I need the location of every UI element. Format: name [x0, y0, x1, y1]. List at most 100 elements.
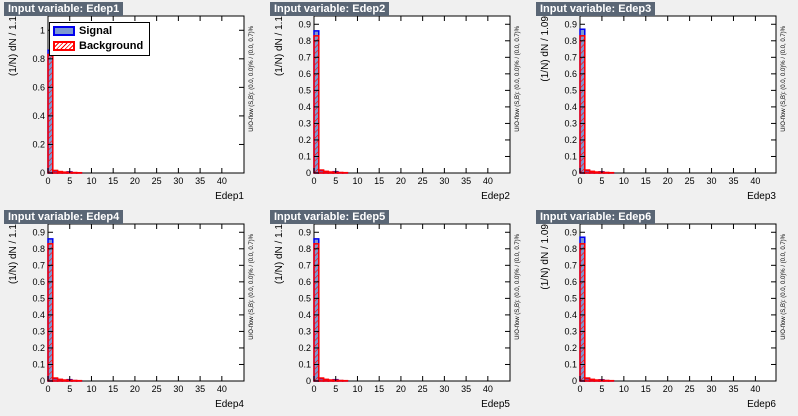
plot-frame — [579, 223, 777, 382]
plot-panel-edep1: 0 5 10 15 20 25 30 35 40 0 0.2 0.4 0.6 0.8 1 Edep1 (1/N)… — [0, 0, 266, 208]
background-bar — [579, 35, 586, 174]
y-tick-label: 0.4 — [298, 102, 311, 112]
histogram-edep4: 0 5 10 15 20 25 30 35 40 0 0.1 0.2 0.3 0.4 0.5 0.6 0.7 0.… — [8, 223, 255, 410]
overflow-label: U/O-flow (S,B): (0.0, 0.0)% / (0.0, 0.7)… — [515, 25, 521, 131]
y-tick-label: 0.2 — [32, 343, 45, 353]
y-tick-label: 0.3 — [32, 326, 45, 336]
x-tick-label: 25 — [418, 384, 428, 394]
panel-title: Input variable: Edep3 — [536, 2, 656, 16]
panel-title: Input variable: Edep2 — [270, 2, 390, 16]
y-tick-label: 0.3 — [298, 326, 311, 336]
x-tick-label: 5 — [333, 384, 338, 394]
y-tick-label: 0.1 — [564, 359, 577, 369]
x-tick-label: 35 — [728, 384, 738, 394]
x-axis-label: Edep6 — [747, 399, 776, 410]
y-axis-label: (1/N) dN / 1.1 — [8, 16, 19, 76]
y-tick-label: 1 — [40, 25, 45, 35]
y-tick-label: 0.2 — [298, 135, 311, 145]
overflow-label: U/O-flow (S,B): (0.0, 0.0)% / (0.0, 0.7)… — [249, 25, 255, 131]
y-axis-label: (1/N) dN / 1.09 — [540, 224, 551, 290]
panel-title: Input variable: Edep6 — [536, 210, 656, 224]
x-tick-label: 15 — [108, 384, 118, 394]
y-axis-label: (1/N) dN / 1.1 — [274, 224, 285, 284]
x-tick-label: 0 — [577, 176, 582, 186]
x-tick-label: 5 — [599, 176, 604, 186]
x-tick-label: 30 — [173, 384, 183, 394]
x-tick-label: 0 — [45, 384, 50, 394]
x-tick-label: 35 — [195, 176, 205, 186]
x-tick-label: 10 — [619, 384, 629, 394]
x-tick-label: 20 — [663, 384, 673, 394]
plot-frame — [579, 15, 777, 174]
legend-item-background: Background — [53, 39, 143, 53]
y-tick-label: 0.5 — [564, 293, 577, 303]
panel-title: Input variable: Edep4 — [4, 210, 124, 224]
x-tick-label: 10 — [86, 176, 96, 186]
x-tick-label: 40 — [750, 384, 760, 394]
y-tick-label: 0.8 — [564, 36, 577, 46]
background-bar — [579, 243, 586, 382]
x-tick-label: 10 — [619, 176, 629, 186]
y-tick-label: 0.4 — [32, 111, 45, 121]
y-tick-label: 0.6 — [564, 69, 577, 79]
x-tick-label: 25 — [152, 384, 162, 394]
background-bar — [313, 35, 320, 174]
y-tick-label: 0 — [40, 376, 45, 386]
x-tick-label: 0 — [311, 176, 316, 186]
y-tick-label: 0.1 — [32, 359, 45, 369]
x-tick-label: 15 — [108, 176, 118, 186]
y-tick-label: 0.6 — [298, 69, 311, 79]
y-tick-label: 0.1 — [298, 151, 311, 161]
x-tick-label: 25 — [685, 384, 695, 394]
y-tick-label: 0.8 — [298, 244, 311, 254]
y-axis-label: (1/N) dN / 1.09 — [540, 16, 551, 82]
x-tick-label: 0 — [311, 384, 316, 394]
x-tick-label: 20 — [396, 384, 406, 394]
x-axis-label: Edep3 — [747, 191, 776, 202]
x-axis-label: Edep2 — [481, 191, 510, 202]
y-tick-label: 0 — [572, 168, 577, 178]
x-axis-label: Edep4 — [215, 399, 244, 410]
x-tick-label: 35 — [728, 176, 738, 186]
x-tick-label: 25 — [152, 176, 162, 186]
x-axis-label: Edep1 — [215, 191, 244, 202]
x-tick-label: 0 — [577, 384, 582, 394]
legend-label-background: Background — [79, 40, 144, 52]
y-tick-label: 0.7 — [298, 260, 311, 270]
y-tick-label: 0.8 — [298, 36, 311, 46]
background-bar — [313, 243, 320, 382]
panel-title: Input variable: Edep1 — [4, 2, 124, 16]
overflow-label: U/O-flow (S,B): (0.0, 0.0)% / (0.0, 0.7)… — [781, 233, 787, 339]
y-tick-label: 0.6 — [298, 277, 311, 287]
y-tick-label: 0.7 — [564, 52, 577, 62]
legend: Signal Background — [49, 22, 150, 56]
x-tick-label: 15 — [374, 384, 384, 394]
y-tick-label: 0.8 — [564, 244, 577, 254]
plot-frame — [313, 223, 511, 382]
y-tick-label: 0 — [40, 168, 45, 178]
x-tick-label: 20 — [663, 176, 673, 186]
y-axis-label: (1/N) dN / 1.1 — [274, 16, 285, 76]
x-tick-label: 10 — [352, 176, 362, 186]
y-tick-label: 0.2 — [564, 343, 577, 353]
x-tick-label: 40 — [217, 384, 227, 394]
x-tick-label: 15 — [374, 176, 384, 186]
y-tick-label: 0.2 — [564, 135, 577, 145]
y-tick-label: 0.2 — [32, 139, 45, 149]
plot-panel-edep5: 0 5 10 15 20 25 30 35 40 0 0.1 0.2 0.3 0.4 0.5 0.6 0.7 0.… — [266, 208, 532, 416]
y-tick-label: 0 — [306, 376, 311, 386]
x-tick-label: 30 — [439, 176, 449, 186]
y-tick-label: 0.5 — [298, 85, 311, 95]
signal-swatch — [53, 26, 75, 37]
x-tick-label: 30 — [173, 176, 183, 186]
x-tick-label: 40 — [217, 176, 227, 186]
x-tick-label: 30 — [707, 176, 717, 186]
legend-item-signal: Signal — [53, 24, 112, 38]
histogram-edep2: 0 5 10 15 20 25 30 35 40 0 0.1 0.2 0.3 0.4 0.5 0.6 0.7 0.… — [274, 15, 521, 202]
x-tick-label: 20 — [130, 176, 140, 186]
x-tick-label: 30 — [439, 384, 449, 394]
x-tick-label: 25 — [418, 176, 428, 186]
y-tick-label: 0.7 — [564, 260, 577, 270]
y-tick-label: 0.4 — [32, 310, 45, 320]
